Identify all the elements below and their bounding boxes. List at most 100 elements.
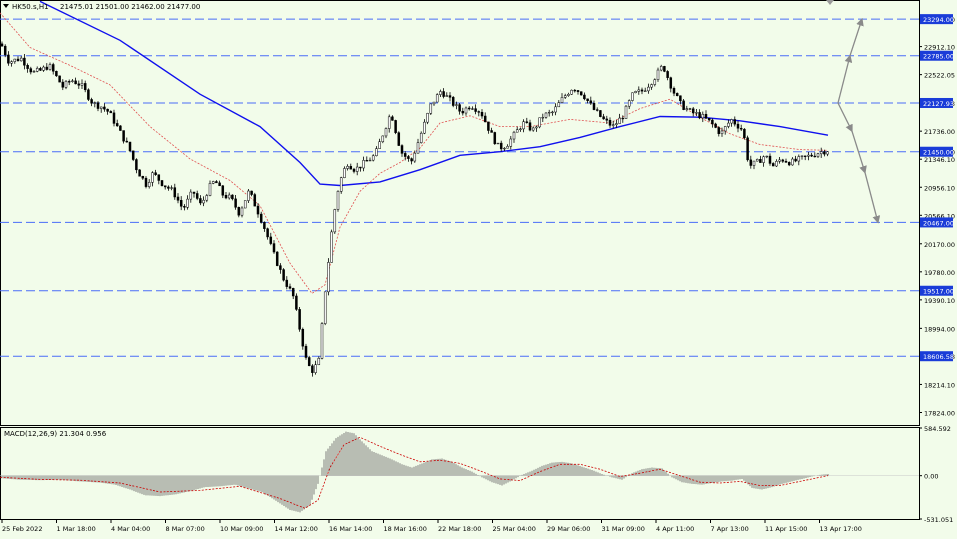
candle [506,144,509,149]
candle-body-up [189,191,193,200]
macd-y-tick-label: -531.051 [924,516,953,524]
candle-body-down [749,159,753,166]
candle-body-up [570,89,573,95]
candle [231,194,234,201]
candle-body-up [19,57,23,62]
candle-body-up [647,86,650,92]
candle-body-down [183,206,186,208]
candle-body-down [682,100,685,110]
candle [19,55,23,62]
candle [48,62,52,71]
candle-body-up [762,156,765,163]
candle-body-up [32,70,36,73]
level-label-5: 19517.00 [923,288,954,296]
candle-body-down [90,99,93,104]
candle [775,159,778,168]
candle [570,89,573,95]
candle-body-down [394,120,397,133]
candle-body-down [480,111,484,117]
candle [275,251,279,267]
candle-body-up [13,58,17,62]
candle [90,97,93,107]
candle [666,70,669,81]
projection-arrow-2[interactable] [837,102,853,133]
candle [202,196,205,207]
candle [637,86,641,95]
candle [96,101,100,112]
candle-body-down [61,81,65,88]
candle [355,162,359,176]
candle [288,283,292,290]
candle-body-down [119,125,122,131]
candle-body-down [461,110,465,114]
candle [554,103,557,116]
candle [583,92,586,101]
candle [128,141,132,153]
candle [567,92,570,97]
candle-body-up [723,126,727,132]
candle-body-down [167,186,170,189]
candle-body-down [55,70,58,77]
candle [330,229,333,263]
candle-body-up [445,95,449,97]
candle [279,263,282,274]
candle [195,190,199,201]
candle-body-down [602,116,605,120]
projection-arrow-3[interactable] [851,130,867,174]
projection-arrow-4[interactable] [864,172,881,224]
candle-body-down [640,89,644,92]
projection-arrow-0[interactable] [837,54,853,104]
candle-body-down [179,200,183,207]
candle-body-down [0,43,4,47]
candle-body-up [701,114,705,119]
candle [429,103,433,116]
candle-body-up [362,160,365,169]
candle-body-down [3,45,7,56]
candle [531,126,535,132]
candle [349,163,353,170]
candle [346,164,349,171]
ma-short-line [0,12,829,294]
candle [483,112,487,123]
candle-body-up [10,61,13,64]
shift-marker-icon[interactable] [826,0,834,5]
candle [343,166,346,179]
candle-body-down [717,127,721,134]
candle [61,79,65,91]
candle [247,189,250,203]
candle [471,106,474,110]
candle-body-down [263,222,266,229]
candle [771,162,775,167]
candle [541,113,545,123]
candle-body-down [250,190,253,195]
candle [55,70,58,77]
candle [221,185,225,199]
dropdown-triangle-icon[interactable] [3,4,9,8]
candle-body-down [407,156,410,159]
candle-body-up [432,101,436,105]
candle-body-up [653,79,657,85]
candle [74,77,77,85]
candle-body-down [311,365,314,373]
candle-body-down [663,66,666,72]
candle [218,180,221,187]
candle-body-down [115,123,119,127]
macd-pane-frame [0,427,920,520]
level-label-1: 22785.00 [923,53,954,61]
candle-body-down [490,130,493,133]
candle [467,106,471,111]
candle-body-down [704,114,708,119]
candle-body-up [752,160,756,166]
candle-body-up [42,66,45,71]
candle [144,176,148,189]
candle-body-down [573,89,577,92]
x-tick-label: 4 Apr 11:00 [656,525,694,533]
candle [695,108,698,116]
candle [176,193,180,204]
projection-arrow-1[interactable] [849,17,864,56]
candle-body-down [589,100,593,104]
candle-body-up [624,105,628,119]
level-label-4: 20467.00 [923,219,954,227]
